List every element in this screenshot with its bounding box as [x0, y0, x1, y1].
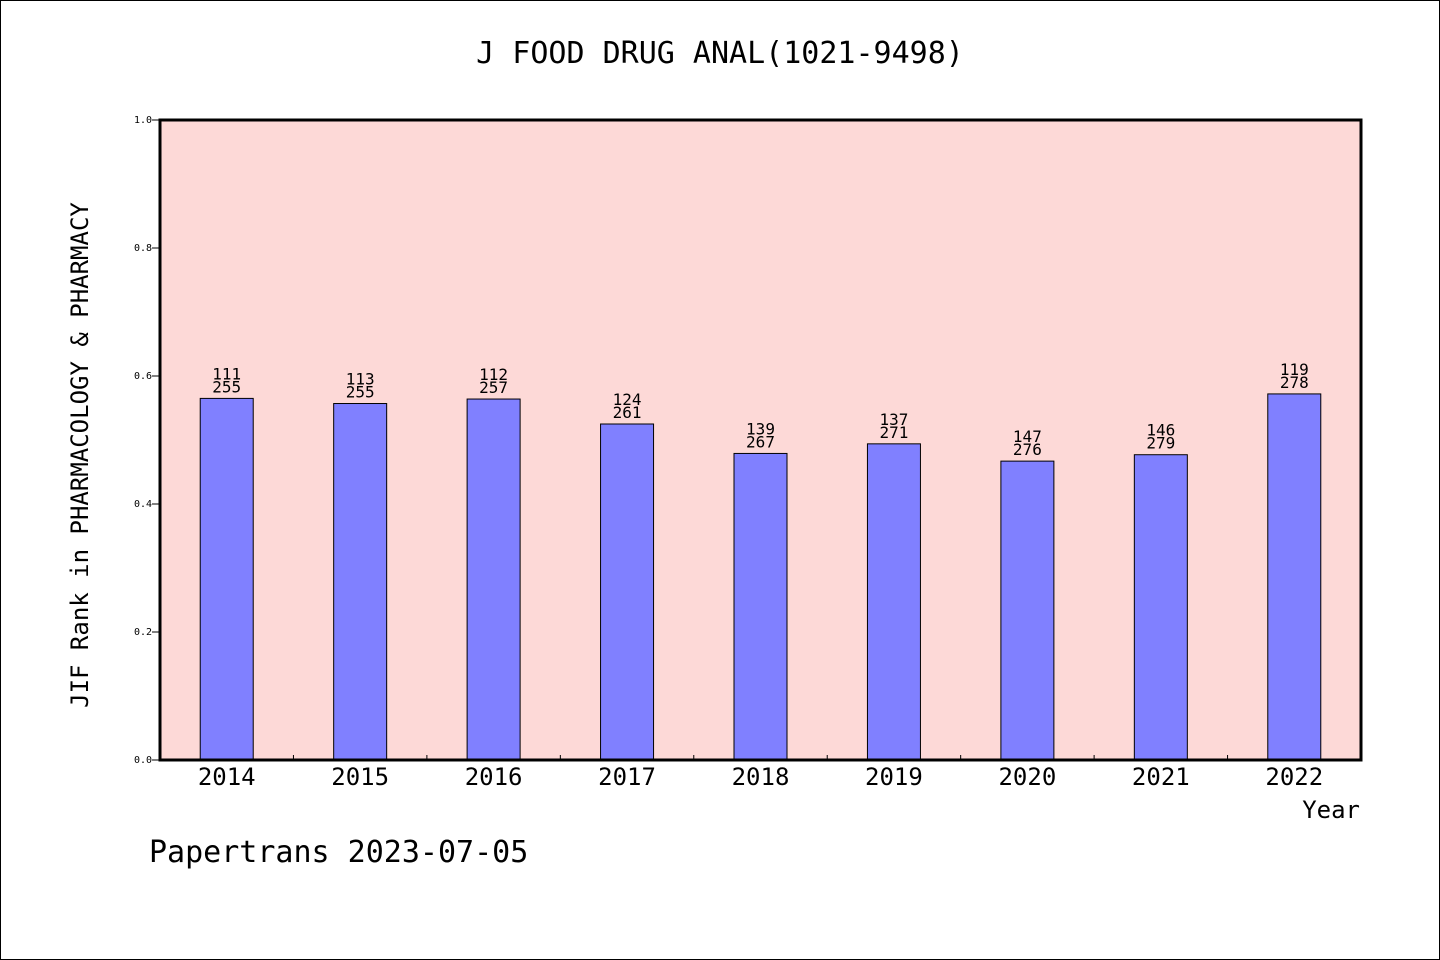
bar-label-rank: 124: [613, 390, 642, 409]
bar: [1000, 460, 1055, 761]
bar-label-total: 276: [1013, 440, 1042, 459]
bar: [866, 443, 921, 761]
chart-title: J FOOD DRUG ANAL(1021-9498): [476, 36, 964, 71]
bar: [733, 452, 788, 761]
bar-label-total: 271: [879, 423, 908, 442]
bar-label-rank: 139: [746, 419, 775, 438]
bar: [333, 403, 388, 761]
y-tick-label: 0.0: [134, 755, 152, 766]
bar-label-rank: 146: [1146, 421, 1175, 440]
footer-text: Papertrans 2023-07-05: [149, 835, 529, 870]
x-tick-label: 2020: [998, 763, 1056, 791]
y-tick-label: 0.2: [134, 627, 152, 638]
bar-label-rank: 111: [212, 364, 241, 383]
y-axis-label: JIF Rank in PHARMACOLOGY & PHARMACY: [66, 202, 94, 708]
bar-label-total: 279: [1146, 434, 1175, 453]
bar-label-total: 278: [1280, 373, 1309, 392]
x-tick-label: 2022: [1265, 763, 1323, 791]
y-tick-label: 0.8: [134, 243, 152, 254]
bar: [1133, 454, 1188, 761]
x-tick-label: 2017: [598, 763, 656, 791]
x-tick-label: 2018: [732, 763, 790, 791]
bar: [1267, 393, 1322, 761]
bar-label-total: 267: [746, 432, 775, 451]
bar-label-rank: 119: [1280, 360, 1309, 379]
bar-label-rank: 147: [1013, 427, 1042, 446]
y-tick-label: 0.6: [134, 371, 152, 382]
bar-label-rank: 137: [879, 410, 908, 429]
x-tick-label: 2019: [865, 763, 923, 791]
bar: [199, 397, 254, 761]
bar-label-total: 257: [479, 378, 508, 397]
bar-label-total: 255: [212, 377, 241, 396]
bar: [466, 398, 521, 761]
y-tick-label: 0.4: [134, 499, 152, 510]
bar-label-total: 261: [613, 403, 642, 422]
y-tick-label: 1.0: [134, 115, 152, 126]
x-tick-label: 2015: [331, 763, 389, 791]
x-tick-label: 2014: [198, 763, 256, 791]
bar-label-total: 255: [346, 383, 375, 402]
x-axis-label: Year: [1302, 796, 1360, 824]
bar-label-rank: 112: [479, 365, 508, 384]
plot-border: [158, 118, 1363, 762]
bar-label-rank: 113: [346, 370, 375, 389]
x-tick-label: 2021: [1132, 763, 1190, 791]
x-tick-label: 2016: [465, 763, 523, 791]
bar: [600, 423, 655, 761]
